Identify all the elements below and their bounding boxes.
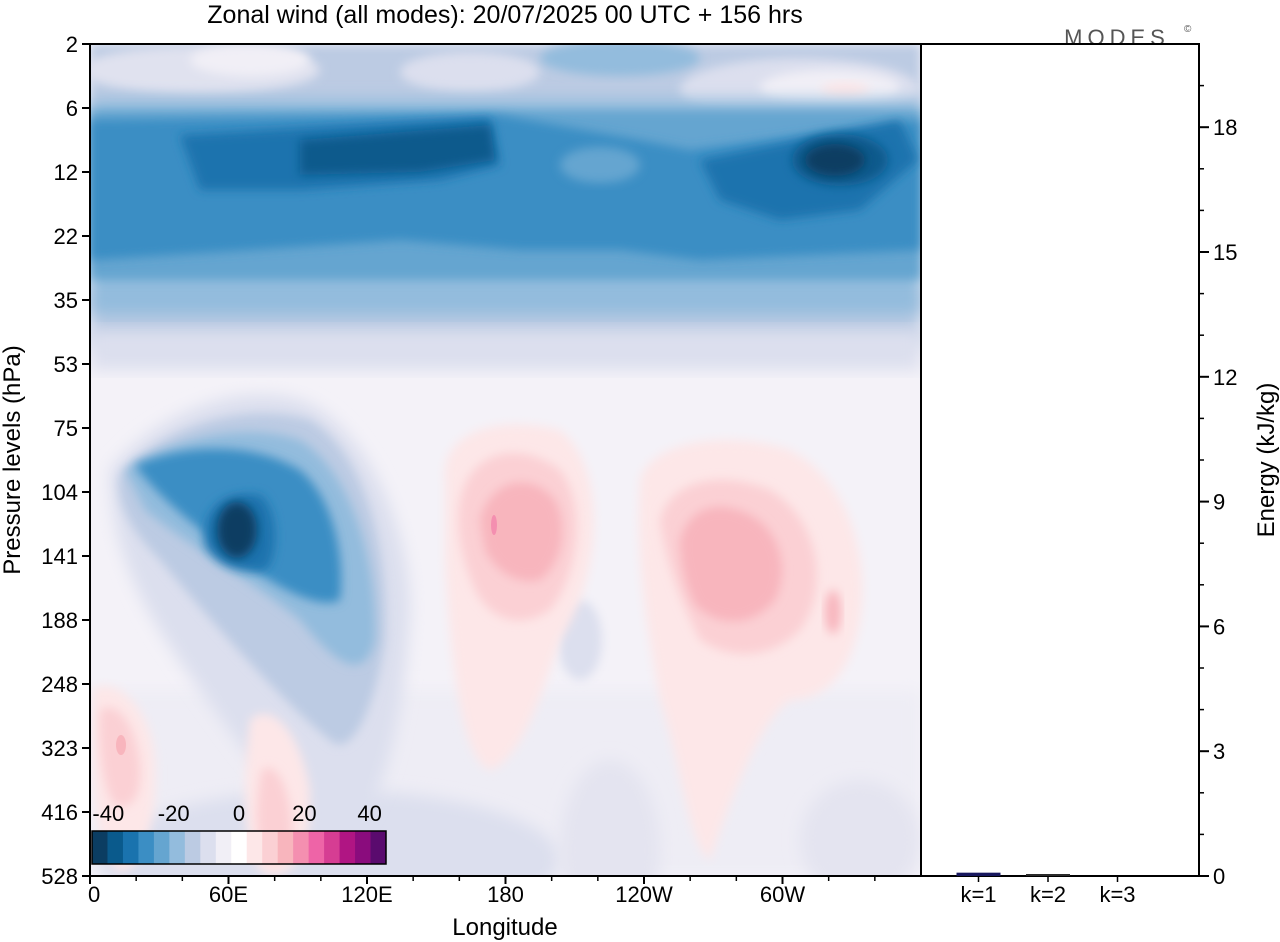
colorbar-swatch (308, 831, 325, 864)
energy-tick-label: 6 (1213, 614, 1225, 639)
energy-tick-label: 15 (1213, 240, 1237, 265)
colorbar-frame (91, 830, 387, 865)
colorbar-swatch (153, 831, 170, 864)
pressure-tick-label: 141 (41, 544, 78, 569)
pressure-tick-label: 53 (54, 352, 78, 377)
x-axis-title: Longitude (452, 914, 557, 941)
zonal-wind-field (90, 44, 921, 876)
longitude-tick-label: 60E (209, 882, 248, 907)
energy-tick-label: 12 (1213, 365, 1237, 390)
colorbar-tick-label: 20 (292, 801, 316, 826)
longitude-axis: 0 60E 120E 180 120W 60W (88, 876, 876, 907)
energy-plot-frame (920, 43, 1200, 877)
energy-category-label: k=3 (1099, 882, 1135, 907)
energy-category-label: k=1 (960, 882, 996, 907)
colorbar-tick-label: 40 (357, 801, 381, 826)
colorbar-swatch (200, 831, 217, 864)
colorbar-swatch (277, 831, 294, 864)
longitude-tick-label: 180 (487, 882, 524, 907)
pressure-tick-label: 416 (41, 800, 78, 825)
colorbar-swatch (246, 831, 263, 864)
colorbar: -40 -20 0 20 40 (91, 801, 387, 865)
longitude-tick-label: 60W (760, 882, 805, 907)
energy-bar (1026, 874, 1070, 876)
colorbar-swatch (231, 831, 248, 864)
pressure-tick-label: 2 (66, 32, 78, 57)
pressure-tick-label: 22 (54, 224, 78, 249)
pressure-axis: 2 6 12 22 35 53 75 104 141 188 248 323 416 528 (41, 32, 90, 889)
energy-bar (956, 872, 1001, 876)
brand-copyright-mark: © (1184, 24, 1192, 35)
energy-bars: k=1 k=2 k=3 (956, 872, 1136, 907)
longitude-tick-label: 120E (341, 882, 392, 907)
colorbar-tick-label: -40 (92, 801, 124, 826)
longitude-tick-label: 120W (615, 882, 673, 907)
colorbar-tick-label: -20 (158, 801, 190, 826)
brand-logo-text: MODES (1064, 25, 1170, 50)
colorbar-swatch (107, 831, 124, 864)
colorbar-swatch (293, 831, 310, 864)
colorbar-swatch (184, 831, 201, 864)
energy-tick-label: 0 (1213, 864, 1225, 889)
colorbar-swatch (215, 831, 232, 864)
energy-tick-label: 18 (1213, 115, 1237, 140)
pressure-tick-label: 12 (54, 160, 78, 185)
pressure-tick-label: 75 (54, 416, 78, 441)
colorbar-swatch (339, 831, 356, 864)
energy-tick-label: 3 (1213, 739, 1225, 764)
pressure-tick-label: 528 (41, 864, 78, 889)
colorbar-swatch (324, 831, 341, 864)
chart-title: Zonal wind (all modes): 20/07/2025 00 UT… (207, 1, 802, 29)
pressure-tick-label: 188 (41, 608, 78, 633)
pressure-tick-label: 104 (41, 480, 78, 505)
pressure-tick-label: 248 (41, 672, 78, 697)
energy-tick-label: 9 (1213, 490, 1225, 515)
energy-axis-title: Energy (kJ/kg) (1253, 383, 1280, 538)
y-axis-title: Pressure levels (hPa) (0, 345, 26, 574)
pressure-tick-label: 323 (41, 736, 78, 761)
colorbar-swatch (355, 831, 372, 864)
colorbar-swatch (370, 831, 387, 864)
longitude-tick-label: 0 (88, 882, 100, 907)
pressure-tick-label: 35 (54, 288, 78, 313)
colorbar-swatch (92, 831, 108, 864)
energy-axis: 0 3 6 9 12 15 18 (1199, 84, 1237, 889)
colorbar-swatch (122, 831, 139, 864)
colorbar-tick-label: 0 (233, 801, 245, 826)
pressure-tick-label: 6 (66, 96, 78, 121)
energy-category-label: k=2 (1030, 882, 1066, 907)
colorbar-swatch (169, 831, 186, 864)
colorbar-swatch (262, 831, 279, 864)
colorbar-swatch (138, 831, 155, 864)
